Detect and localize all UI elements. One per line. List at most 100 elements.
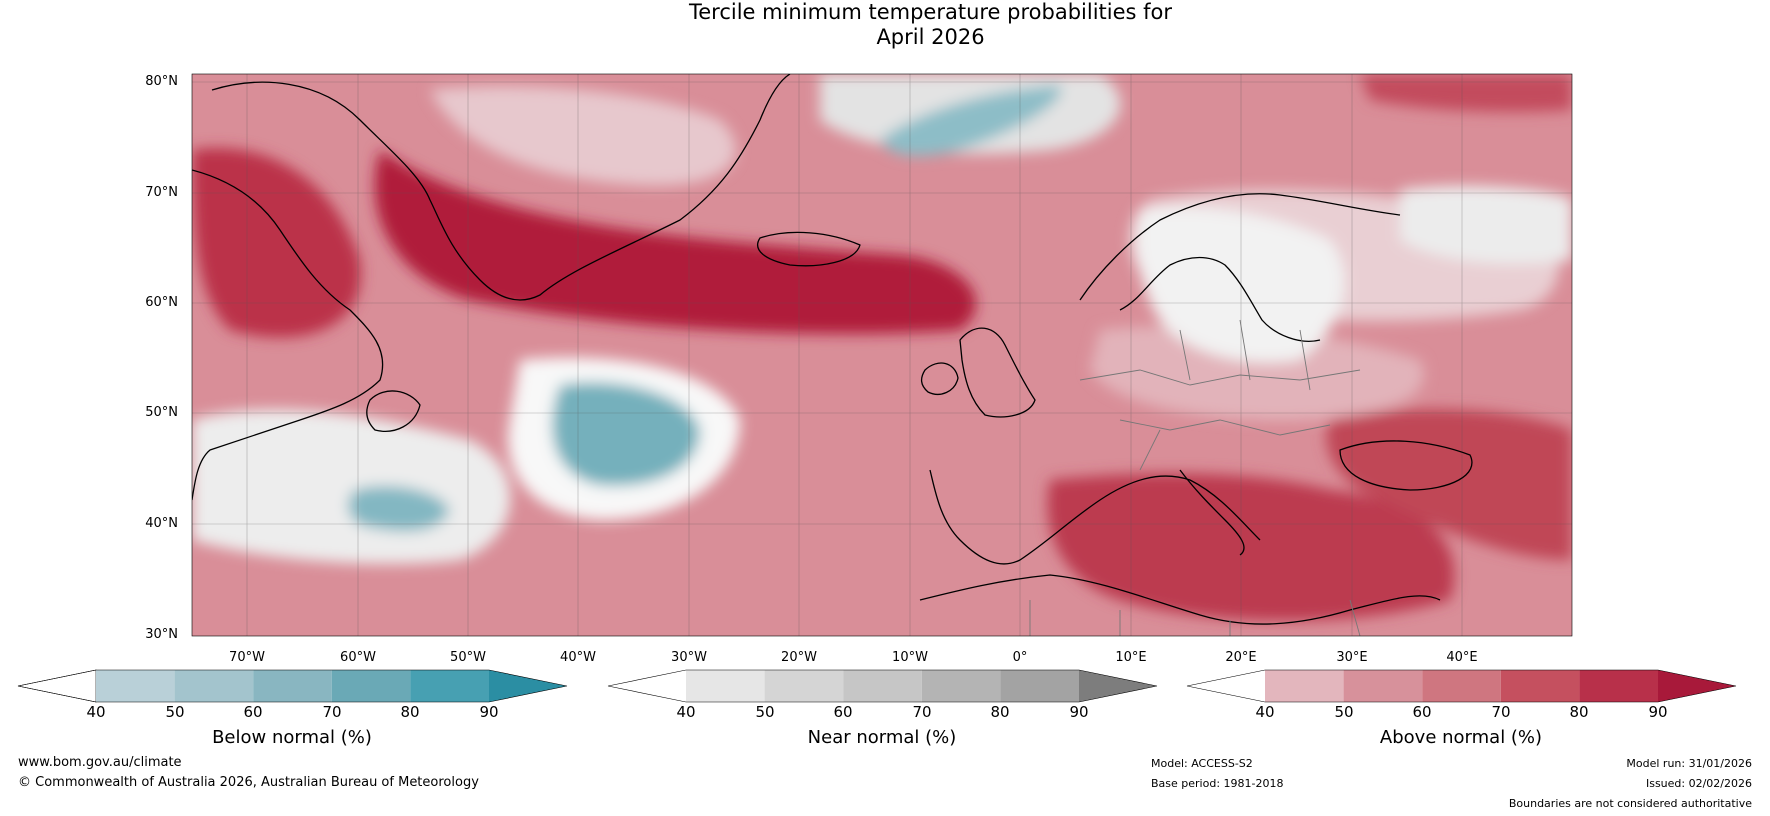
north-africa-coast bbox=[919, 574, 1441, 625]
cbar-above-low-extend bbox=[1187, 670, 1265, 702]
lat-label-50n: 50°N bbox=[145, 405, 178, 420]
cbar-below-tick-40: 40 bbox=[86, 703, 106, 721]
cbar-below-60-70 bbox=[253, 670, 332, 702]
cbar-near-tick-80: 80 bbox=[990, 703, 1010, 721]
scandinavia-coast bbox=[1079, 193, 1401, 342]
lon-label-10w: 10°W bbox=[892, 650, 928, 665]
cbar-below-low-extend bbox=[17, 669, 97, 703]
cbar-near-tick-40: 40 bbox=[676, 703, 696, 721]
chart-title: Tercile minimum temperature probabilitie… bbox=[0, 0, 1770, 50]
cbar-near-40-50 bbox=[686, 670, 765, 702]
cbar-near-low-extend bbox=[608, 670, 686, 702]
cbar-above-tick-40: 40 bbox=[1255, 703, 1275, 721]
above-90-band-atlantic bbox=[374, 150, 977, 334]
cbar-below-tick-80: 80 bbox=[400, 703, 420, 721]
iceland-coast bbox=[757, 231, 861, 267]
colorbar-above bbox=[1186, 669, 1737, 703]
border-3 bbox=[1139, 319, 1311, 471]
cbar-above-outline bbox=[1186, 669, 1737, 703]
map-frame bbox=[191, 73, 1573, 637]
footer-website: www.bom.gov.au/climate bbox=[18, 755, 182, 770]
cbar-near-tick-60: 60 bbox=[833, 703, 853, 721]
above-80-mediterranean bbox=[1047, 473, 1455, 621]
cbar-near-high-extend bbox=[1079, 670, 1157, 702]
ireland-coast bbox=[920, 362, 959, 395]
footer-model: Model: ACCESS-S2 bbox=[1151, 757, 1253, 770]
lon-label-10e: 10°E bbox=[1115, 650, 1147, 665]
lat-label-40n: 40°N bbox=[145, 516, 178, 531]
lon-label-60w: 60°W bbox=[340, 650, 376, 665]
cbar-near-tick-50: 50 bbox=[755, 703, 775, 721]
canada-coast bbox=[192, 169, 384, 501]
near-normal-east bbox=[1400, 185, 1572, 264]
cbar-below-tick-60: 60 bbox=[243, 703, 263, 721]
cbar-above-tick-50: 50 bbox=[1334, 703, 1354, 721]
lon-label-40e: 40°E bbox=[1446, 650, 1478, 665]
cbar-below-outline bbox=[17, 669, 568, 703]
footer-base-period: Base period: 1981-2018 bbox=[1151, 777, 1284, 790]
lon-label-20e: 20°E bbox=[1225, 650, 1257, 665]
cbar-above-tick-80: 80 bbox=[1569, 703, 1589, 721]
cbar-above-80-90 bbox=[1579, 670, 1658, 702]
cbar-below-70-80 bbox=[331, 670, 411, 702]
lon-label-50w: 50°W bbox=[450, 650, 486, 665]
above-40-arctic bbox=[430, 86, 736, 186]
black-sea-coast bbox=[1339, 440, 1473, 491]
lon-label-30w: 30°W bbox=[671, 650, 707, 665]
cbar-below-80-90 bbox=[410, 670, 489, 702]
above-80-northeast bbox=[1360, 74, 1572, 112]
lon-label-20w: 20°W bbox=[781, 650, 817, 665]
cbar-above-50-60 bbox=[1343, 670, 1423, 702]
graticule bbox=[192, 74, 1572, 636]
newfoundland-coast bbox=[366, 390, 421, 432]
cbar-near-60-70 bbox=[843, 670, 922, 702]
lat-label-30n: 30°N bbox=[145, 627, 178, 642]
title-line-1: Tercile minimum temperature probabilitie… bbox=[688, 0, 1173, 24]
lat-label-80n: 80°N bbox=[145, 74, 178, 89]
above-40-europe bbox=[1090, 326, 1424, 420]
country-borders bbox=[1029, 319, 1361, 636]
map-field bbox=[192, 74, 1572, 636]
cbar-below-title: Below normal (%) bbox=[212, 727, 372, 748]
border-4 bbox=[1029, 599, 1361, 636]
border-2 bbox=[1119, 419, 1331, 436]
coastlines bbox=[192, 74, 1473, 625]
cbar-below-40-50 bbox=[96, 670, 175, 702]
cbar-below-tick-70: 70 bbox=[322, 703, 342, 721]
cbar-above-70-80 bbox=[1500, 670, 1580, 702]
cbar-near-tick-90: 90 bbox=[1069, 703, 1089, 721]
iberia-europe-coast bbox=[929, 469, 1261, 565]
below-normal-center bbox=[552, 382, 700, 486]
cbar-below-50-60 bbox=[174, 670, 254, 702]
cbar-above-high-extend bbox=[1658, 670, 1736, 702]
cbar-below-high-extend bbox=[489, 670, 567, 702]
cbar-above-tick-90: 90 bbox=[1648, 703, 1668, 721]
cbar-below-tick-90: 90 bbox=[479, 703, 499, 721]
cbar-below-tick-50: 50 bbox=[165, 703, 185, 721]
cbar-above-40-50 bbox=[1265, 670, 1344, 702]
cbar-above-tick-60: 60 bbox=[1412, 703, 1432, 721]
border-1 bbox=[1079, 369, 1361, 386]
italy-coast bbox=[1179, 469, 1245, 556]
below-normal-north bbox=[880, 85, 1062, 156]
above-80-band-labrador bbox=[192, 148, 361, 338]
lat-label-60n: 60°N bbox=[145, 295, 178, 310]
cbar-above-tick-70: 70 bbox=[1491, 703, 1511, 721]
cbar-above-title: Above normal (%) bbox=[1379, 727, 1543, 748]
cbar-near-outline bbox=[607, 669, 1158, 703]
lon-label-70w: 70°W bbox=[229, 650, 265, 665]
title-line-2: April 2026 bbox=[876, 25, 985, 49]
cbar-above-60-70 bbox=[1422, 670, 1501, 702]
cbar-near-50-60 bbox=[764, 670, 844, 702]
cbar-near-70-80 bbox=[921, 670, 1001, 702]
footer-disclaimer: Boundaries are not considered authoritat… bbox=[1508, 797, 1752, 810]
footer-copyright: © Commonwealth of Australia 2026, Austra… bbox=[18, 775, 479, 790]
lon-label-0: 0° bbox=[1012, 650, 1028, 665]
colorbar-near bbox=[607, 669, 1158, 703]
britain-coast bbox=[959, 327, 1036, 418]
lat-label-70n: 70°N bbox=[145, 185, 178, 200]
cbar-near-title: Near normal (%) bbox=[807, 727, 957, 748]
lon-label-40w: 40°W bbox=[560, 650, 596, 665]
cbar-near-tick-70: 70 bbox=[912, 703, 932, 721]
